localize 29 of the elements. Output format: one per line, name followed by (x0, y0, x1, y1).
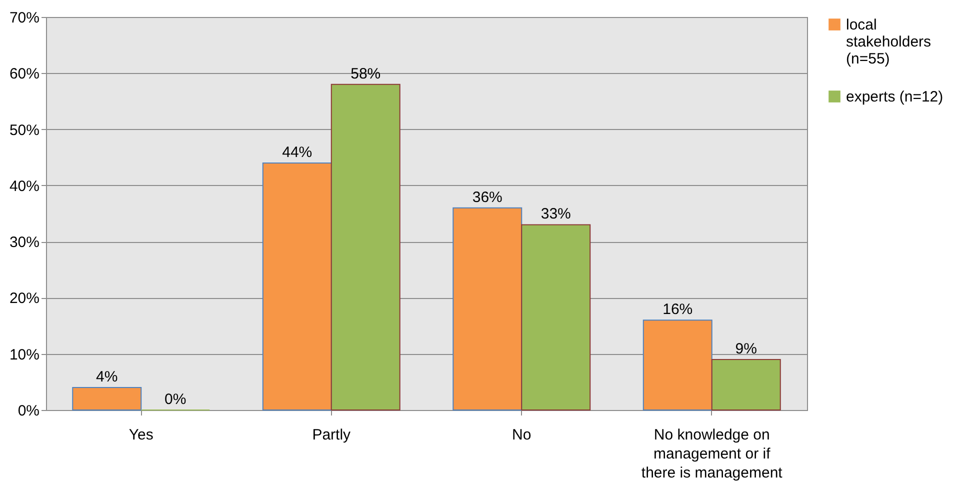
data-label: 4% (96, 368, 118, 386)
x-tick-label: Partly (312, 426, 352, 444)
y-tick-label: 40% (9, 178, 40, 195)
data-label: 0% (164, 391, 186, 408)
y-tick-label: 0% (18, 402, 40, 420)
data-label: 58% (350, 65, 381, 82)
x-tick-label: No knowledge on management or if there is management (641, 426, 784, 482)
bar (330, 84, 400, 410)
bar (521, 224, 591, 410)
bar (262, 162, 332, 410)
legend-label: local stakeholders (n=55) (846, 16, 932, 68)
legend-label: experts (n=12) (846, 88, 944, 106)
data-label: 16% (662, 301, 693, 318)
y-tick-label: 60% (9, 66, 40, 83)
bar (642, 320, 712, 410)
y-tick-label: 30% (9, 234, 40, 252)
bar (711, 358, 781, 410)
y-tick-label: 50% (9, 122, 40, 139)
data-label: 44% (282, 144, 312, 161)
data-label: 9% (735, 340, 757, 358)
y-tick-label: 20% (9, 290, 40, 308)
data-label: 36% (472, 188, 502, 206)
data-label: 33% (540, 206, 571, 223)
bar (72, 387, 142, 410)
bar (452, 207, 522, 410)
y-tick-label: 70% (9, 10, 40, 26)
x-tick-label: Yes (128, 426, 154, 444)
y-tick-label: 10% (9, 346, 40, 364)
x-tick-label: No (512, 426, 532, 444)
